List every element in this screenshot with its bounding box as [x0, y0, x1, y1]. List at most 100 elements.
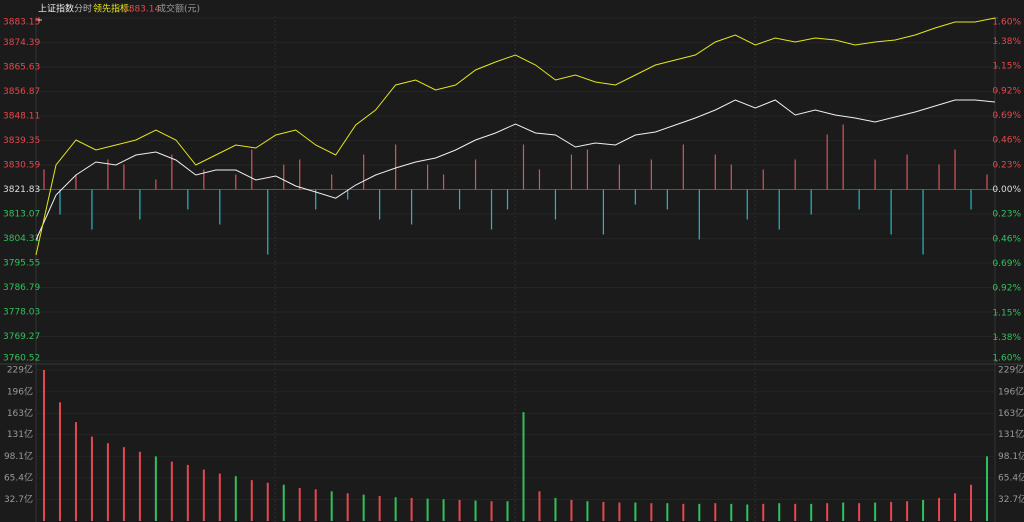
strength-bar: [618, 164, 620, 190]
strength-bar: [107, 159, 109, 190]
strength-bar: [778, 189, 780, 230]
y-tick-label: 3778.03: [3, 308, 40, 318]
y-tick-label: 3786.79: [3, 283, 40, 293]
strength-bar: [123, 164, 125, 190]
volume-bar: [458, 499, 461, 521]
y2-tick-label: 1.15%: [992, 62, 1021, 72]
volume-bar: [266, 482, 269, 521]
volume-bar: [522, 412, 525, 521]
volume-bar: [906, 501, 909, 521]
volume-bar: [842, 502, 845, 521]
strength-bar: [506, 189, 509, 210]
volume-bar: [74, 422, 77, 521]
strength-bar: [874, 159, 876, 190]
strength-bar: [411, 189, 413, 225]
y2-tick-label: 1.60%: [992, 354, 1021, 364]
y2-tick-label: 1.60%: [992, 18, 1021, 28]
strength-bar: [634, 189, 636, 205]
y2-tick-label: 32.7亿: [998, 493, 1024, 505]
volume-bar: [698, 503, 701, 521]
volume-bar: [714, 503, 717, 521]
y-tick-label: 3821.83: [3, 185, 40, 195]
volume-bar: [986, 456, 989, 521]
y-tick-label: 3795.55: [3, 259, 40, 269]
y2-tick-label: 1.15%: [992, 308, 1021, 318]
y2-tick-label: 1.38%: [992, 37, 1021, 47]
strength-bar: [794, 159, 796, 190]
strength-bar: [235, 174, 237, 190]
strength-bar: [283, 164, 285, 190]
strength-bar: [426, 164, 429, 190]
y-tick-label: 3865.63: [3, 63, 40, 73]
strength-bar: [251, 149, 253, 190]
volume-bar: [634, 502, 637, 521]
volume-bar: [794, 503, 797, 521]
volume-bar: [746, 504, 749, 521]
mode-label[interactable]: 分时: [74, 3, 92, 15]
volume-bar: [186, 464, 189, 521]
strength-bar: [458, 189, 461, 210]
strength-bar: [730, 164, 732, 190]
volume-bar: [554, 497, 557, 521]
strength-bar: [331, 174, 333, 190]
volume-bar: [442, 499, 445, 521]
strength-bar: [970, 189, 972, 210]
y2-tick-label: 98.1亿: [998, 450, 1024, 462]
y2-tick-label: 0.00%: [992, 185, 1021, 195]
strength-bar: [315, 189, 317, 210]
strength-bar: [890, 189, 892, 235]
strength-bar: [59, 189, 61, 215]
index-title: 上证指数: [38, 3, 74, 15]
y-tick-label: 3883.15: [3, 18, 40, 28]
y-tick-label: 3804.31: [3, 234, 40, 244]
y-tick-label: 98.1亿: [4, 450, 33, 462]
strength-bar: [474, 159, 477, 190]
volume-bar: [858, 503, 861, 521]
y2-tick-label: 0.23%: [992, 160, 1021, 170]
y2-tick-label: 0.46%: [992, 136, 1021, 146]
volume-bar: [58, 402, 61, 521]
volume-bar: [282, 484, 285, 521]
strength-bar: [666, 189, 668, 210]
strength-bar: [554, 189, 557, 220]
strength-bar: [858, 189, 860, 210]
volume-bar: [682, 503, 685, 521]
strength-bar: [267, 189, 269, 255]
volume-bar: [938, 497, 941, 521]
y-tick-label: 3813.07: [3, 210, 40, 220]
strength-bar: [219, 189, 221, 225]
strength-bar: [442, 174, 445, 190]
volume-bar: [970, 484, 973, 521]
volume-bar: [170, 461, 173, 521]
volume-bar: [298, 488, 301, 521]
strength-bar: [650, 159, 652, 190]
y-tick-label: 3769.27: [3, 332, 40, 342]
strength-bar: [203, 169, 205, 190]
volume-bar: [346, 493, 349, 521]
volume-bar: [330, 491, 333, 521]
strength-bar: [602, 189, 605, 235]
volume-bar: [234, 476, 237, 521]
strength-bar: [586, 149, 589, 190]
strength-bar: [698, 189, 700, 240]
volume-bar: [954, 493, 957, 521]
y-tick-label: 3830.59: [3, 161, 40, 171]
y-tick-label: 65.4亿: [4, 471, 33, 483]
strength-bar: [906, 154, 908, 190]
volume-bar: [474, 500, 477, 521]
volume-bar: [490, 501, 493, 521]
volume-bar: [538, 491, 541, 521]
strength-bar: [746, 189, 748, 220]
volume-bar: [874, 502, 877, 521]
volume-bar: [426, 498, 429, 521]
volume-bar: [218, 473, 221, 521]
y-tick-label: 196亿: [7, 385, 33, 397]
y-tick-label: 32.7亿: [4, 493, 33, 505]
strength-bar: [954, 149, 956, 190]
strength-bar: [187, 189, 189, 210]
price-line: [35, 17, 996, 256]
strength-bar: [714, 154, 716, 190]
y2-tick-label: 0.46%: [992, 234, 1021, 244]
strength-bar: [155, 179, 157, 190]
